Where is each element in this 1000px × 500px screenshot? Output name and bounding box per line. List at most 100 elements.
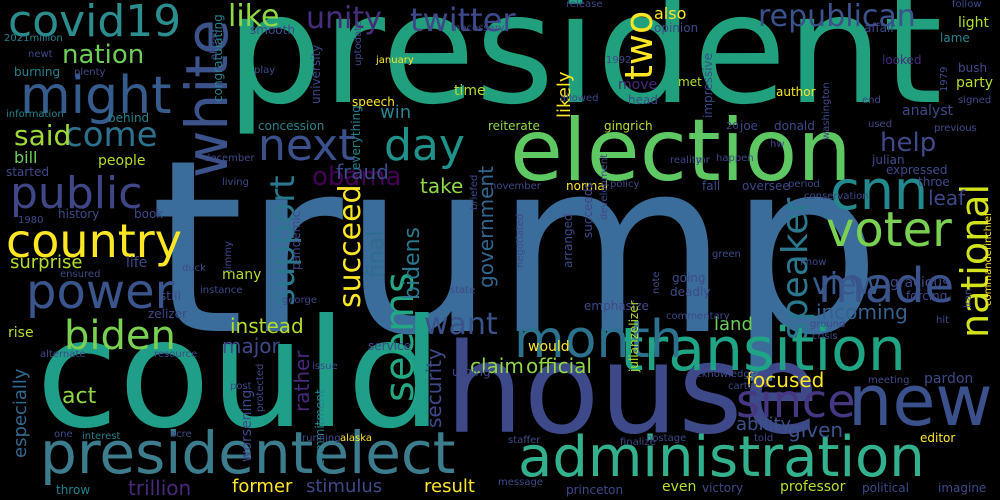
word-going: going (672, 271, 706, 285)
word-deadly: deadly (670, 285, 711, 299)
word-used: used (868, 119, 893, 130)
word-people: people (98, 153, 146, 169)
word-unity: unity (306, 1, 382, 36)
word-want: want (424, 307, 498, 342)
word-said: said (14, 119, 72, 152)
word-throe: throe (918, 175, 950, 189)
word-might: might (20, 66, 172, 126)
word-joe: joe (740, 119, 759, 133)
word-light: light (958, 15, 990, 31)
word-land: land (714, 314, 753, 335)
word-university: university (309, 44, 323, 104)
word-information: information (6, 109, 64, 120)
word-rather: rather (290, 350, 314, 412)
word-crisis: crisis (812, 331, 838, 342)
word-instance: instance (200, 285, 243, 296)
word-presidentelect: presidentelect (40, 419, 456, 487)
word-post: post (230, 381, 252, 392)
word-twitter: twitter (410, 1, 516, 39)
word-mr: mr (696, 155, 710, 166)
word-time: time (454, 83, 486, 99)
word-would: would (528, 339, 570, 355)
word-arranged: arranged (561, 213, 575, 268)
word-necessary: necessary (454, 23, 505, 34)
word-commanderinchief: commanderinchief (983, 212, 994, 306)
word-trillion: trillion (128, 476, 192, 500)
word-reality: reality (670, 155, 702, 166)
word-party: party (956, 75, 993, 91)
word-one: one (54, 429, 73, 440)
word-acknowledge: acknowledge (690, 369, 756, 380)
word-president: president (226, 0, 943, 138)
word-previous: previous (934, 123, 977, 134)
word-act: act (62, 384, 97, 409)
word-bill: bill (14, 148, 38, 167)
word-living: living (222, 177, 249, 188)
word-green: green (712, 249, 741, 260)
word-analyst: analyst (902, 103, 953, 119)
word-day: day (384, 120, 465, 171)
word-lame: lame (940, 31, 970, 45)
word-gracious: gracious (890, 275, 950, 291)
word-washington: washington (821, 82, 832, 140)
word-acre: acre (170, 429, 192, 440)
word-new: new (848, 360, 993, 442)
word-1979: 1979 (939, 66, 950, 92)
word-julian: julian (872, 153, 905, 167)
word-ability: ability (736, 414, 792, 435)
word-1980: 1980 (18, 215, 44, 226)
word-obama: obama (312, 162, 402, 192)
word-take: take (420, 174, 464, 198)
word-security: security (422, 348, 446, 428)
word-given: given (788, 418, 844, 442)
word-protected: protected (255, 363, 266, 412)
word-month: month (514, 310, 683, 370)
word-official: official (526, 354, 592, 378)
word-1992: 1992 (606, 55, 632, 66)
word-fraud: fraud (336, 160, 389, 184)
word-started: started (6, 165, 49, 179)
word-two: two (617, 10, 661, 80)
word-republican: republican (758, 0, 916, 34)
word-stimulus: stimulus (306, 476, 383, 497)
word-final: final (364, 230, 389, 278)
word-transition: transition (620, 315, 906, 385)
word-release: release (566, 0, 603, 10)
word-hit: hit (936, 315, 950, 326)
word-hw: hw (770, 139, 785, 150)
word-resource: resource (154, 349, 198, 360)
word-impressive: impressive (701, 52, 715, 118)
word-political: political (862, 481, 909, 495)
word-incoming: incoming (816, 300, 908, 324)
word-election: election (510, 101, 852, 201)
word-oversee: oversee (742, 179, 790, 193)
word-opinion: opinion (654, 21, 699, 35)
word-public: public (10, 168, 143, 219)
word-expressed: expressed (886, 163, 948, 177)
word-cnn: cnn (830, 159, 929, 222)
word-life: life (126, 255, 148, 271)
word-major: major (222, 334, 280, 358)
word-editor: editor (920, 431, 956, 445)
word-former: former (232, 476, 293, 497)
word-come: come (64, 115, 158, 155)
word-service: service (368, 339, 411, 353)
word-claim: claim (470, 354, 524, 378)
word-julianzelizer: julianzelizer (627, 300, 641, 372)
word-view: view (812, 267, 882, 302)
word-commitment: commitment (313, 389, 327, 466)
word-history: history (58, 207, 100, 221)
word-voter: voter (826, 202, 952, 258)
word-surprise: surprise (10, 252, 83, 273)
word-many: many (222, 267, 262, 283)
word-commentary: commentary (666, 311, 730, 322)
word-urging: urging (452, 365, 491, 379)
word-concession: concession (258, 119, 325, 133)
word-ensured: ensured (60, 269, 101, 280)
word-plenty: plenty (74, 67, 106, 78)
word-reiterate: reiterate (488, 119, 540, 133)
word-allowed: allowed (560, 93, 599, 104)
word-could: could (36, 288, 443, 462)
word-2021million: 2021million (4, 33, 63, 44)
